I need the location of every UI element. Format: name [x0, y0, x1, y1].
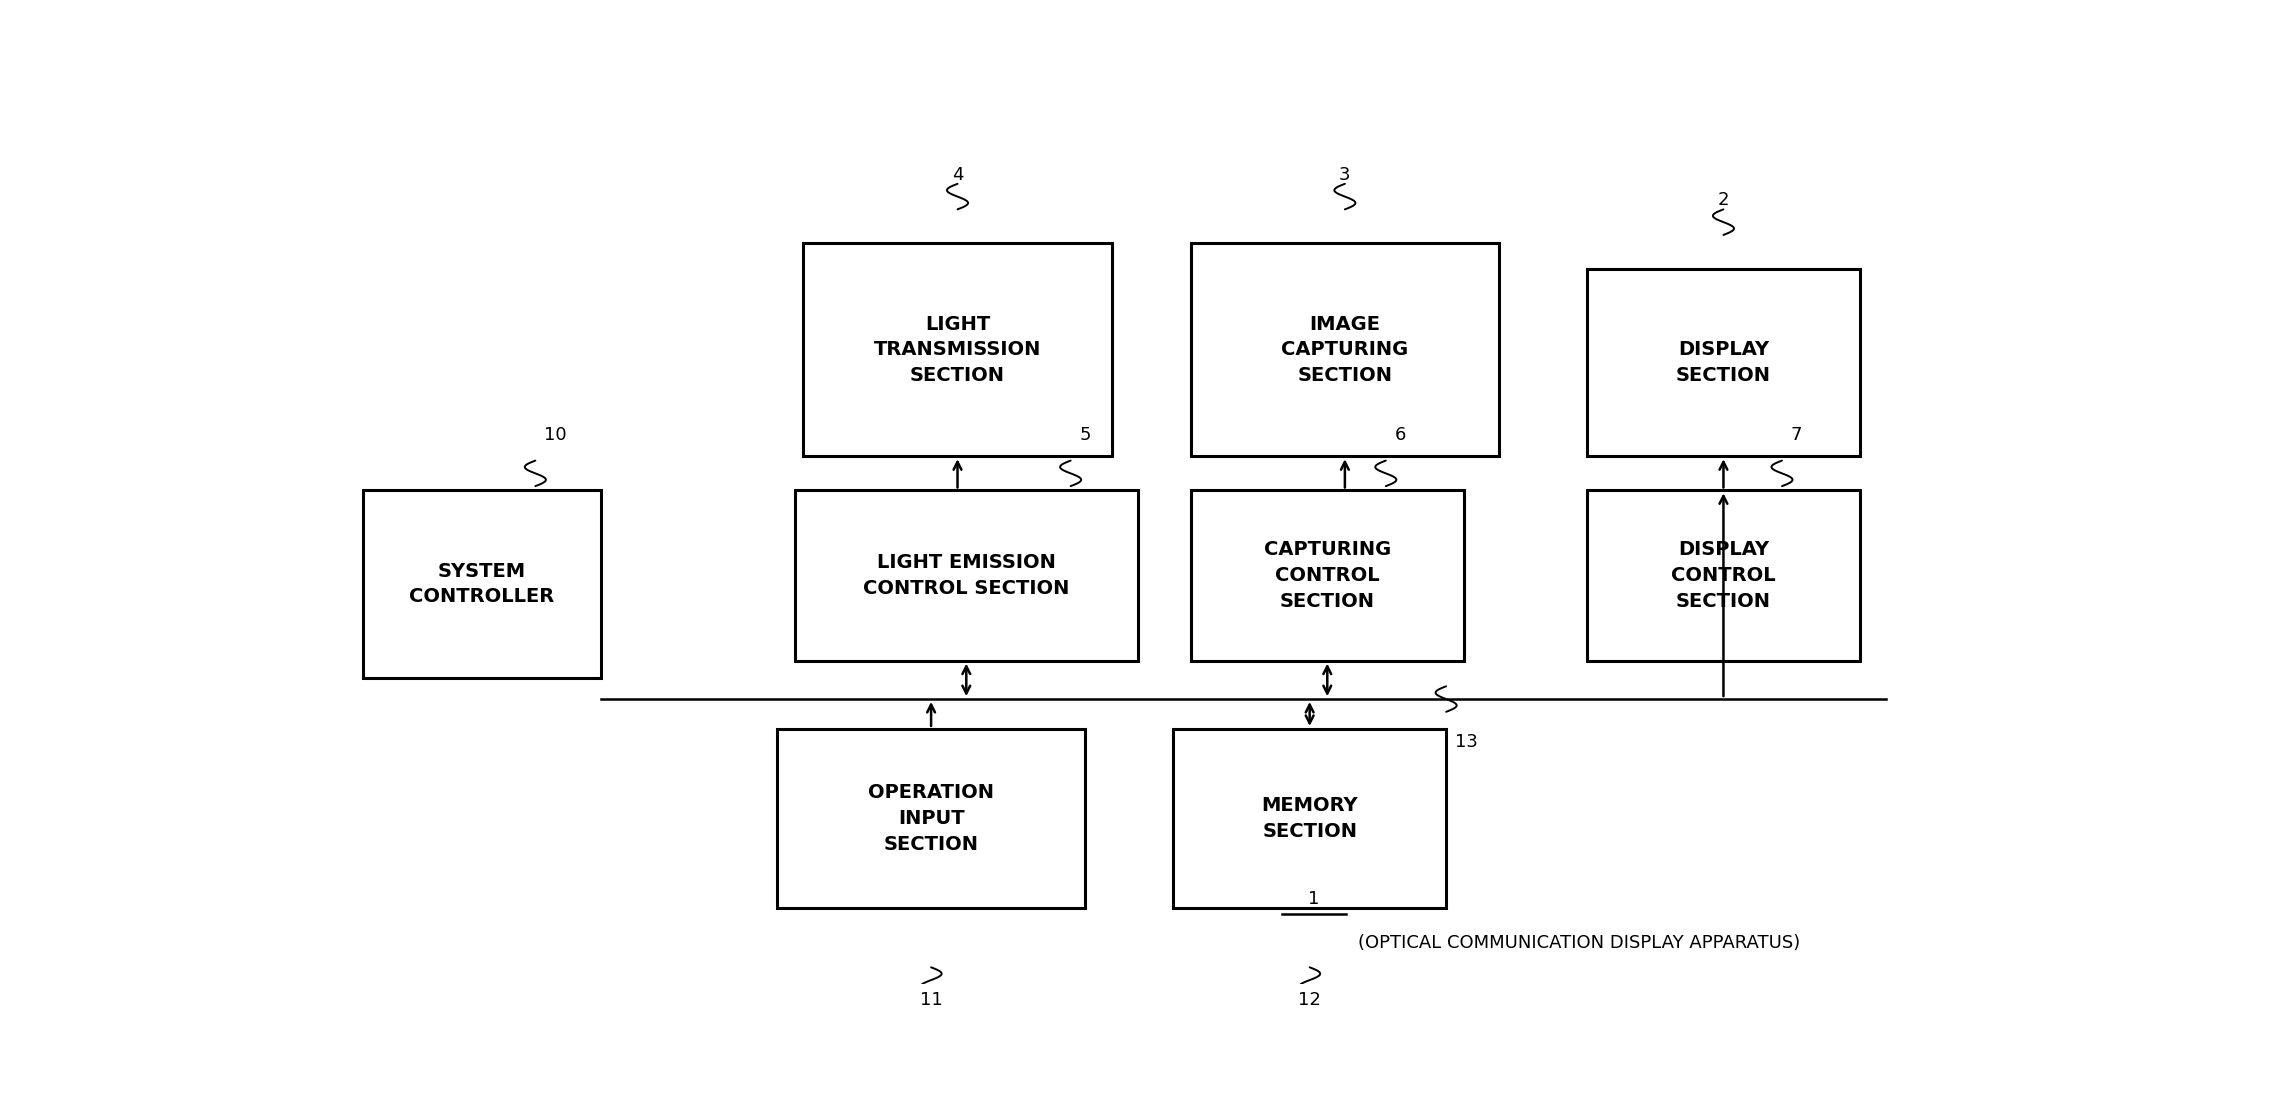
- Bar: [804, 243, 1111, 457]
- Text: CAPTURING
CONTROL
SECTION: CAPTURING CONTROL SECTION: [1263, 541, 1390, 611]
- Text: 7: 7: [1790, 426, 1802, 444]
- Text: DISPLAY
SECTION: DISPLAY SECTION: [1677, 341, 1770, 385]
- Text: MEMORY
SECTION: MEMORY SECTION: [1261, 796, 1359, 841]
- Text: DISPLAY
CONTROL
SECTION: DISPLAY CONTROL SECTION: [1672, 541, 1777, 611]
- Text: 5: 5: [1079, 426, 1091, 444]
- Text: 3: 3: [1338, 166, 1350, 184]
- Text: (OPTICAL COMMUNICATION DISPLAY APPARATUS): (OPTICAL COMMUNICATION DISPLAY APPARATUS…: [1359, 933, 1799, 952]
- Bar: [1191, 490, 1463, 660]
- Text: OPERATION
INPUT
SECTION: OPERATION INPUT SECTION: [868, 783, 995, 854]
- Bar: [364, 490, 600, 678]
- Text: 11: 11: [920, 991, 943, 1009]
- Bar: [777, 729, 1086, 908]
- Bar: [1586, 490, 1861, 660]
- Text: 13: 13: [1454, 733, 1477, 751]
- Text: 1: 1: [1309, 889, 1320, 908]
- Bar: [1191, 243, 1500, 457]
- Text: LIGHT
TRANSMISSION
SECTION: LIGHT TRANSMISSION SECTION: [875, 314, 1041, 385]
- Bar: [1172, 729, 1445, 908]
- Text: 2: 2: [1718, 191, 1729, 209]
- Bar: [1586, 269, 1861, 457]
- Text: 4: 4: [952, 166, 963, 184]
- Bar: [795, 490, 1138, 660]
- Text: LIGHT EMISSION
CONTROL SECTION: LIGHT EMISSION CONTROL SECTION: [863, 553, 1070, 598]
- Text: IMAGE
CAPTURING
SECTION: IMAGE CAPTURING SECTION: [1281, 314, 1409, 385]
- Text: 10: 10: [545, 426, 566, 444]
- Text: SYSTEM
CONTROLLER: SYSTEM CONTROLLER: [409, 562, 554, 606]
- Text: 6: 6: [1395, 426, 1406, 444]
- Text: 12: 12: [1297, 991, 1320, 1009]
